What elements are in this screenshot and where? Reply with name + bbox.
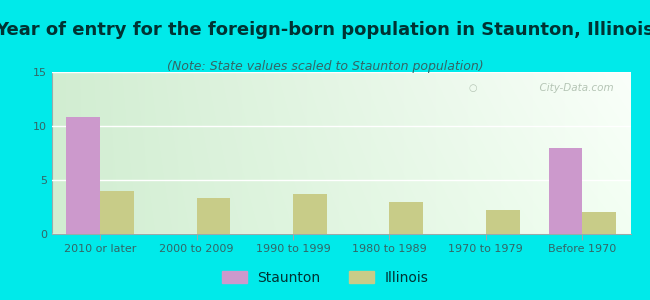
Text: Year of entry for the foreign-born population in Staunton, Illinois: Year of entry for the foreign-born popul…: [0, 21, 650, 39]
Bar: [389, 202, 423, 234]
Text: ○: ○: [469, 83, 477, 93]
Text: (Note: State values scaled to Staunton population): (Note: State values scaled to Staunton p…: [166, 60, 484, 73]
Bar: [100, 191, 134, 234]
Text: City-Data.com: City-Data.com: [532, 83, 613, 93]
Bar: [486, 210, 519, 234]
Legend: Staunton, Illinois: Staunton, Illinois: [216, 265, 434, 290]
Bar: [582, 212, 616, 234]
Bar: [66, 117, 100, 234]
Bar: [549, 148, 582, 234]
Bar: [293, 194, 327, 234]
Bar: [196, 198, 230, 234]
